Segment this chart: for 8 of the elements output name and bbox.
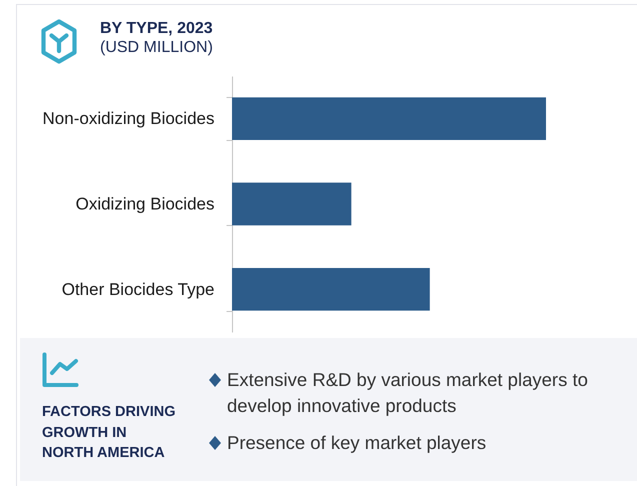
y-tick-label: Other Biocides Type	[62, 280, 214, 299]
text: Presence of key market players	[227, 431, 488, 455]
y-tick-label: Non-oxidizing Biocides	[42, 109, 214, 128]
y-tick-label: Oxidizing Biocides	[76, 194, 214, 214]
chart-subtitle: (USD MILLION)	[100, 39, 213, 56]
text: FACTORS DRIVING GROWTH IN NORTH AMERICA	[42, 403, 176, 463]
chart-title: BY TYPE, 2023	[100, 20, 213, 37]
text: Extensive R&D by various market players to develop innovative products	[227, 368, 589, 418]
